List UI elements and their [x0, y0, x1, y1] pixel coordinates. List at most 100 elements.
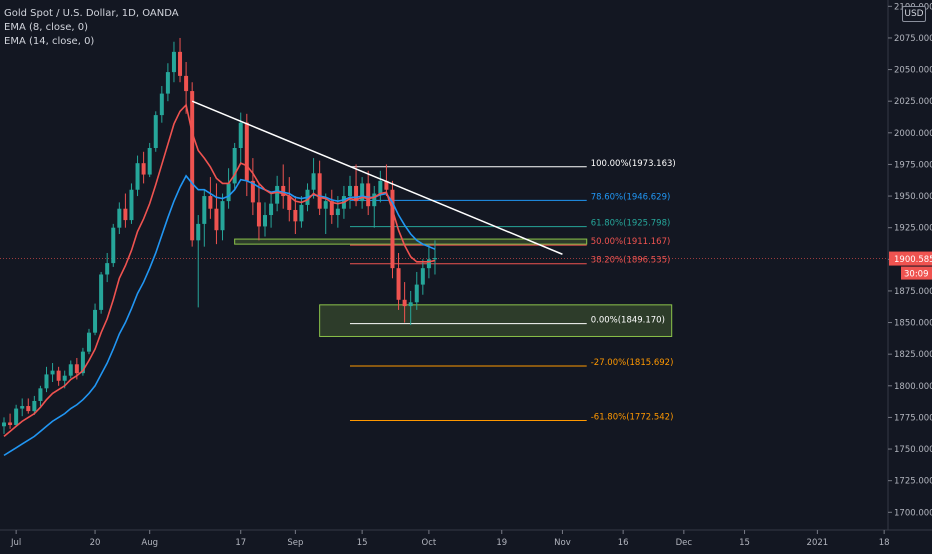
candle-body[interactable] — [293, 209, 298, 222]
candle-body[interactable] — [208, 196, 213, 209]
candle-body[interactable] — [105, 263, 110, 275]
candle-body[interactable] — [123, 208, 128, 221]
candle-body[interactable] — [99, 274, 104, 310]
y-tick-label: 1925.000 — [894, 224, 932, 234]
candle-body[interactable] — [68, 364, 73, 376]
x-tick-label: 16 — [618, 538, 629, 548]
candle-body[interactable] — [275, 185, 280, 204]
candle-body[interactable] — [263, 215, 268, 227]
fib-level-label: 78.60%(1946.629) — [591, 192, 671, 202]
candle-body[interactable] — [141, 163, 146, 175]
candle-body[interactable] — [335, 208, 340, 216]
fib-level-label: 61.80%(1925.798) — [591, 219, 671, 229]
chart-legend: Gold Spot / U.S. Dollar, 1D, OANDA EMA (… — [4, 7, 179, 49]
candle-body[interactable] — [135, 163, 140, 190]
candle-body[interactable] — [414, 284, 419, 303]
candle-body[interactable] — [147, 147, 152, 175]
candle-body[interactable] — [232, 147, 237, 184]
x-tick-label: Sep — [287, 538, 303, 548]
y-tick-label: 2050.000 — [894, 66, 932, 76]
candle-body[interactable] — [396, 268, 401, 300]
price-tag-box[interactable] — [889, 251, 932, 266]
candle-body[interactable] — [408, 302, 413, 307]
y-tick-label: 1800.000 — [894, 382, 932, 392]
candle-body[interactable] — [74, 364, 79, 374]
candle-body[interactable] — [360, 183, 365, 202]
candle-body[interactable] — [426, 259, 431, 269]
candle-body[interactable] — [14, 408, 19, 426]
candle-body[interactable] — [62, 375, 67, 381]
y-tick-label: 2025.000 — [894, 97, 932, 107]
candle-body[interactable] — [323, 201, 328, 209]
trend-line[interactable] — [191, 100, 563, 255]
candle-body[interactable] — [171, 51, 176, 73]
support-zone[interactable] — [234, 238, 588, 245]
candle-body[interactable] — [287, 196, 292, 210]
candle-body[interactable] — [220, 201, 225, 231]
candle-body[interactable] — [44, 374, 49, 389]
candle-body[interactable] — [153, 115, 158, 148]
candle-body[interactable] — [165, 72, 170, 94]
candle-body[interactable] — [238, 122, 243, 148]
candle-body[interactable] — [129, 189, 134, 221]
candle-body[interactable] — [384, 180, 389, 190]
y-tick-label: 1700.000 — [894, 508, 932, 518]
candle-body[interactable] — [20, 406, 25, 409]
fib-level-label: -61.80%(1772.542) — [591, 413, 674, 423]
candle-body[interactable] — [244, 122, 249, 181]
candle-body[interactable] — [250, 180, 255, 203]
ema8-legend[interactable]: EMA (8, close, 0) — [4, 22, 88, 33]
candle-body[interactable] — [32, 400, 37, 412]
candle-body[interactable] — [281, 185, 286, 197]
candle-body[interactable] — [329, 201, 334, 216]
candle-body[interactable] — [372, 193, 377, 207]
candle-body[interactable] — [256, 202, 261, 227]
fib-level-label: 100.00%(1973.163) — [591, 159, 676, 169]
candle-body[interactable] — [317, 173, 322, 209]
ema8-line[interactable] — [3, 103, 436, 438]
candle-body[interactable] — [50, 370, 55, 375]
x-tick-label: Jul — [10, 538, 21, 548]
candle-body[interactable] — [190, 91, 195, 241]
candle-body[interactable] — [226, 183, 231, 202]
candle-body[interactable] — [420, 268, 425, 285]
currency-button[interactable]: USD — [902, 6, 926, 22]
candle-body[interactable] — [402, 299, 407, 307]
candle-body[interactable] — [2, 422, 6, 427]
candle-body[interactable] — [390, 189, 395, 269]
fib-level-label: 38.20%(1896.535) — [591, 256, 671, 266]
candle-body[interactable] — [38, 388, 43, 401]
y-tick-label: 1950.000 — [894, 192, 932, 202]
candle-body[interactable] — [184, 75, 189, 92]
candle-body[interactable] — [311, 173, 316, 190]
candle-body[interactable] — [80, 351, 85, 374]
candle-body[interactable] — [196, 223, 201, 241]
candle-body[interactable] — [159, 93, 164, 116]
candle-body[interactable] — [93, 309, 98, 333]
candle-body[interactable] — [117, 208, 122, 228]
y-tick-label: 1850.000 — [894, 319, 932, 329]
candle-body[interactable] — [86, 332, 91, 352]
candle-body[interactable] — [366, 183, 371, 207]
ema14-line[interactable] — [3, 174, 436, 457]
symbol-title[interactable]: Gold Spot / U.S. Dollar, 1D, OANDA — [4, 8, 179, 19]
candle-body[interactable] — [269, 203, 274, 216]
candle-body[interactable] — [432, 258, 437, 260]
candle-body[interactable] — [8, 422, 13, 426]
candle-body[interactable] — [214, 208, 219, 231]
candle-body[interactable] — [202, 196, 207, 224]
support-zone[interactable] — [319, 304, 673, 337]
candle-body[interactable] — [354, 185, 359, 202]
fib-level-label: 50.00%(1911.167) — [591, 237, 671, 247]
candle-body[interactable] — [111, 227, 116, 264]
ema14-legend[interactable]: EMA (14, close, 0) — [4, 36, 95, 47]
candle-body[interactable] — [299, 204, 304, 222]
candle-body[interactable] — [26, 406, 31, 412]
candle-body[interactable] — [347, 185, 352, 197]
candle-body[interactable] — [178, 51, 183, 76]
candle-body[interactable] — [378, 180, 383, 194]
candle-body[interactable] — [56, 370, 61, 381]
